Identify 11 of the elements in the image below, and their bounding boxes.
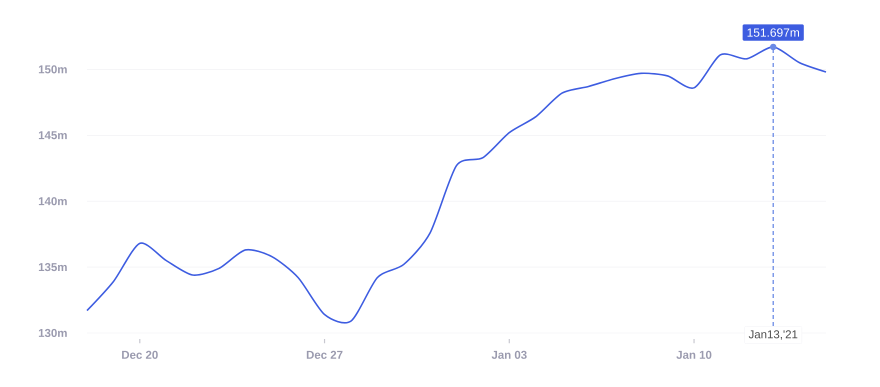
y-tick-label: 145m xyxy=(38,131,67,140)
x-tick-label: Jan 10 xyxy=(676,350,712,359)
x-tick-label: Jan 03 xyxy=(492,350,527,359)
x-tick-label: Dec 27 xyxy=(306,350,342,359)
y-tick-label: 150m xyxy=(38,65,67,74)
x-tick-label: Dec 20 xyxy=(122,350,158,359)
y-tick-label: 135m xyxy=(38,263,67,272)
annotation: 151.697m xyxy=(748,28,800,37)
y-tick-label: 140m xyxy=(38,197,67,206)
ref-line-label: Jan13,'21 xyxy=(748,330,798,340)
y-tick-label: 130m xyxy=(38,328,67,338)
